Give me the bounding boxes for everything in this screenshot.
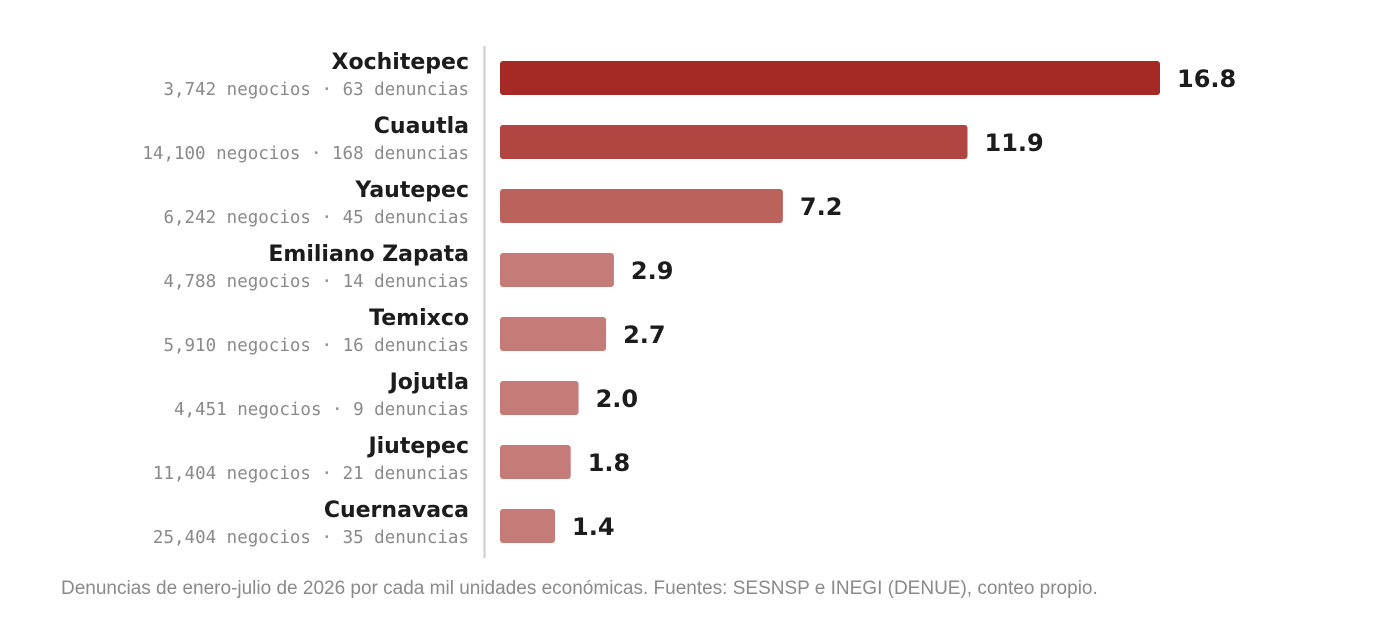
- data-label: 1.8: [588, 449, 631, 477]
- category-sublabel: 14,100 negocios · 168 denuncias: [142, 144, 469, 164]
- data-label: 16.8: [1177, 65, 1236, 93]
- bar-row: Yautepec 6,242 negocios · 45 denuncias 7.2: [163, 178, 842, 228]
- bar: [500, 317, 607, 351]
- category-sublabel: 25,404 negocios · 35 denuncias: [153, 528, 469, 548]
- category-sublabel: 4,788 negocios · 14 denuncias: [163, 272, 469, 292]
- bar: [500, 509, 555, 543]
- bar-row: Cuernavaca 25,404 negocios · 35 denuncias…: [153, 498, 615, 548]
- category-sublabel: 4,451 negocios · 9 denuncias: [174, 400, 469, 420]
- bar-row: Xochitepec 3,742 negocios · 63 denuncias 1…: [163, 50, 1236, 100]
- category-label: Cuernavaca: [324, 498, 469, 523]
- data-label: 7.2: [800, 193, 843, 221]
- data-label: 2.9: [631, 257, 674, 285]
- category-sublabel: 5,910 negocios · 16 denuncias: [163, 336, 469, 356]
- bar: [500, 189, 783, 223]
- bar-row: Temixco 5,910 negocios · 16 denuncias 2.7: [163, 306, 665, 356]
- category-label: Cuautla: [374, 114, 469, 139]
- data-label: 1.4: [572, 513, 615, 541]
- category-label: Emiliano Zapata: [268, 242, 469, 267]
- category-label: Xochitepec: [332, 50, 469, 75]
- chart-caption: Denuncias de enero-julio de 2026 por cad…: [61, 578, 1098, 599]
- category-label: Jojutla: [388, 370, 469, 395]
- bar: [500, 381, 579, 415]
- category-label: Yautepec: [354, 178, 469, 203]
- category-sublabel: 3,742 negocios · 63 denuncias: [163, 80, 469, 100]
- bar: [500, 445, 571, 479]
- bar: [500, 125, 968, 159]
- category-label: Temixco: [369, 306, 469, 331]
- data-label: 2.7: [623, 321, 666, 349]
- bar: [500, 253, 614, 287]
- category-sublabel: 11,404 negocios · 21 denuncias: [153, 464, 469, 484]
- category-label: Jiutepec: [366, 434, 469, 459]
- bar-rows: Xochitepec 3,742 negocios · 63 denuncias 1…: [142, 50, 1236, 548]
- bar-row: Emiliano Zapata 4,788 negocios · 14 denun…: [163, 242, 673, 292]
- bar-row: Jojutla 4,451 negocios · 9 denuncias 2.0: [174, 370, 638, 420]
- bar: [500, 61, 1160, 95]
- bar-row: Cuautla 14,100 negocios · 168 denuncias 11…: [142, 114, 1043, 164]
- data-label: 11.9: [985, 129, 1044, 157]
- category-sublabel: 6,242 negocios · 45 denuncias: [163, 208, 469, 228]
- data-label: 2.0: [596, 385, 639, 413]
- bar-row: Jiutepec 11,404 negocios · 21 denuncias 1.…: [153, 434, 630, 484]
